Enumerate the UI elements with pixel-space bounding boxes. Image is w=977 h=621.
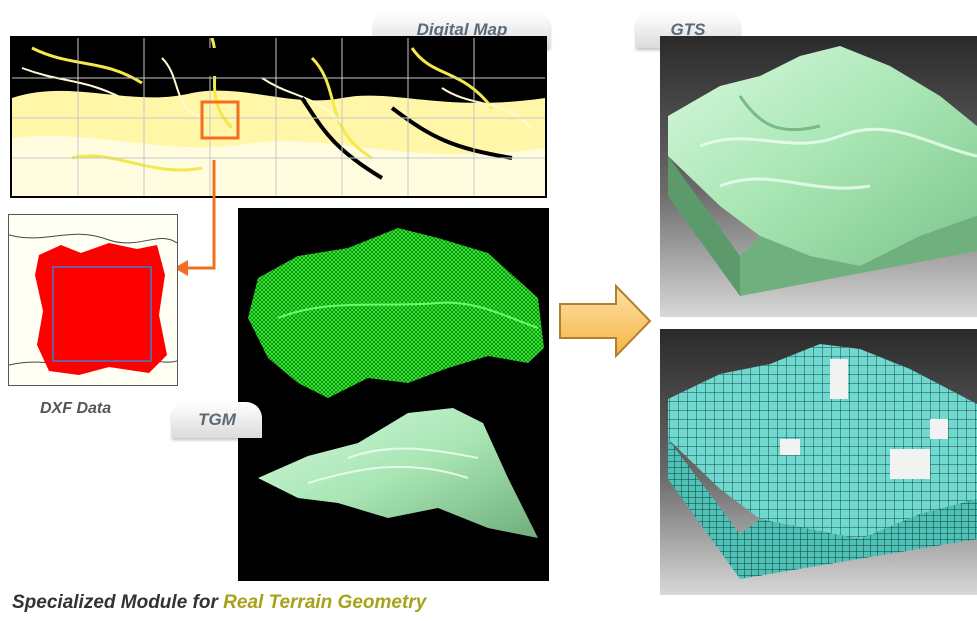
dxf-caption: DXF Data <box>40 400 112 417</box>
right-arrow-icon <box>559 284 652 358</box>
digital-map-image <box>10 36 547 198</box>
tgm-label: TGM <box>198 410 236 429</box>
gts-label: GTS <box>670 20 706 39</box>
connector-arrow <box>174 160 216 276</box>
footer-highlight: Real Terrain Geometry <box>223 592 427 613</box>
gts-tab: GTS <box>636 12 740 48</box>
footer-prefix: Specialized Module for <box>12 592 224 613</box>
footer-caption: Specialized Module for Real Terrain Geom… <box>12 592 426 614</box>
gts-mesh-terrain-image <box>660 329 977 595</box>
dxf-data-image <box>8 214 178 386</box>
tgm-image <box>238 208 549 581</box>
selection-box <box>200 100 240 140</box>
tgm-tab: TGM <box>172 402 262 438</box>
digital-map-label: Digital Map <box>416 20 508 39</box>
gts-solid-terrain-image <box>660 36 977 317</box>
